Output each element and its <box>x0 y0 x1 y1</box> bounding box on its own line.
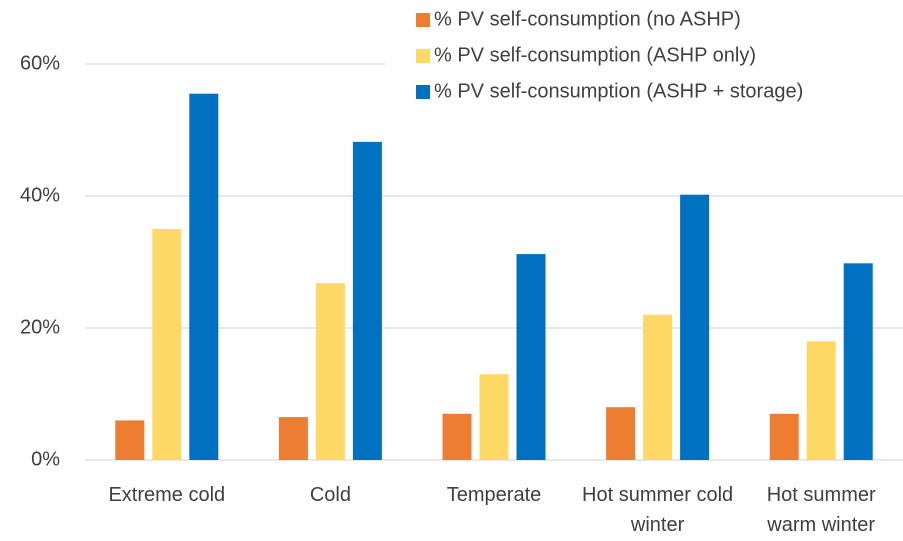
bar <box>806 341 836 460</box>
y-tick-label: 40% <box>20 184 60 206</box>
bar <box>278 417 308 460</box>
bar <box>115 420 145 460</box>
bar <box>516 254 546 460</box>
y-tick-label: 60% <box>20 52 60 74</box>
x-tick-label: Temperate <box>446 484 542 506</box>
x-tick-label: Extreme cold <box>108 484 226 506</box>
bar <box>643 314 673 460</box>
bar <box>352 141 382 460</box>
legend-swatch <box>416 85 430 99</box>
legend-swatch <box>416 13 430 27</box>
legend-label: % PV self-consumption (no ASHP) <box>434 8 741 30</box>
bar <box>606 407 636 460</box>
legend-background <box>385 0 903 108</box>
x-tick-label: Hot summer cold winter <box>582 484 734 536</box>
x-tick-label: Hot summer warm winter <box>766 484 876 536</box>
y-tick-label: 0% <box>31 448 60 470</box>
legend-label: % PV self-consumption (ASHP + storage) <box>434 80 803 102</box>
legend-swatch <box>416 49 430 63</box>
bar <box>769 413 799 460</box>
bar <box>315 283 345 460</box>
bar <box>843 263 873 460</box>
y-tick-label: 20% <box>20 316 60 338</box>
bar <box>479 374 509 460</box>
x-tick-label: Cold <box>309 484 351 506</box>
legend-label: % PV self-consumption (ASHP only) <box>434 44 756 66</box>
bar <box>189 93 219 460</box>
bar <box>442 413 472 460</box>
bar <box>152 229 182 460</box>
bar <box>680 194 710 460</box>
